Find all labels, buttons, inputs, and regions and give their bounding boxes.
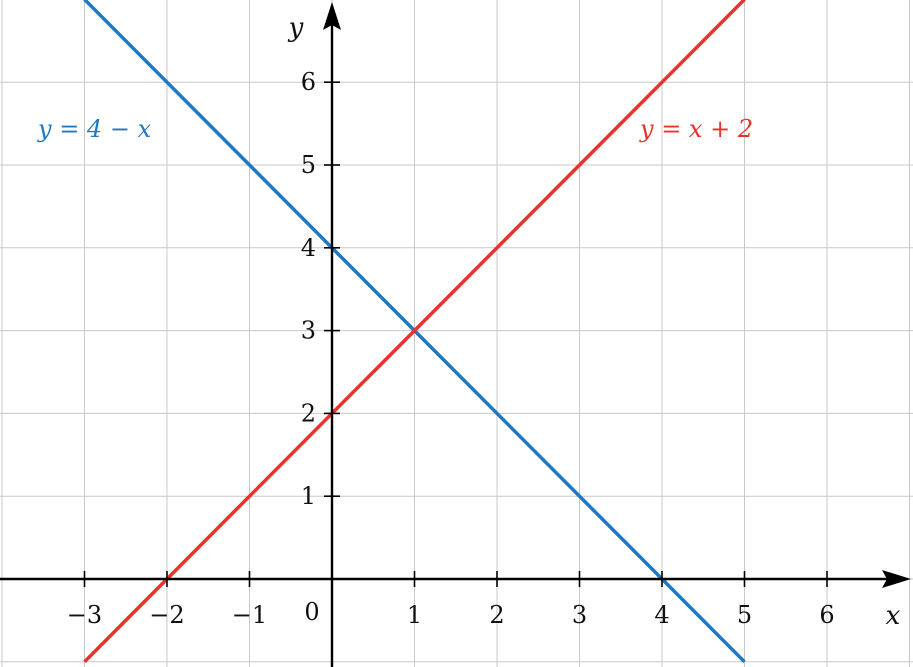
x-axis-label: x [886,601,901,631]
y-tick-label: 4 [301,234,316,262]
y-tick-label: 6 [301,68,316,96]
x-tick-label: 2 [489,601,504,629]
y-tick-label: 5 [301,151,316,179]
origin-label: 0 [304,598,319,626]
y-tick-label: 1 [301,482,316,510]
x-tick-label: −3 [67,601,102,629]
x-tick-label: 3 [572,601,587,629]
x-tick-label: −1 [232,601,267,629]
series-lines [83,0,746,664]
series-line-red [83,0,746,664]
y-tick-label: 3 [301,317,316,345]
series-label-red: y = x + 2 [639,115,753,143]
series-label-blue: y = 4 − x [37,115,152,143]
x-axis-arrow-icon [882,570,911,588]
y-axis-arrow-icon [323,2,341,30]
x-tick-label: 5 [737,601,752,629]
x-tick-label: 4 [654,601,669,629]
y-tick-label: 2 [301,399,316,427]
x-tick-label: 6 [819,601,834,629]
y-axis-label: y [288,13,304,43]
ticks: −3 −2 −1 1 2 3 4 5 6 1 2 3 4 5 6 [67,68,835,629]
x-tick-label: 1 [407,601,422,629]
x-tick-label: −2 [149,601,184,629]
